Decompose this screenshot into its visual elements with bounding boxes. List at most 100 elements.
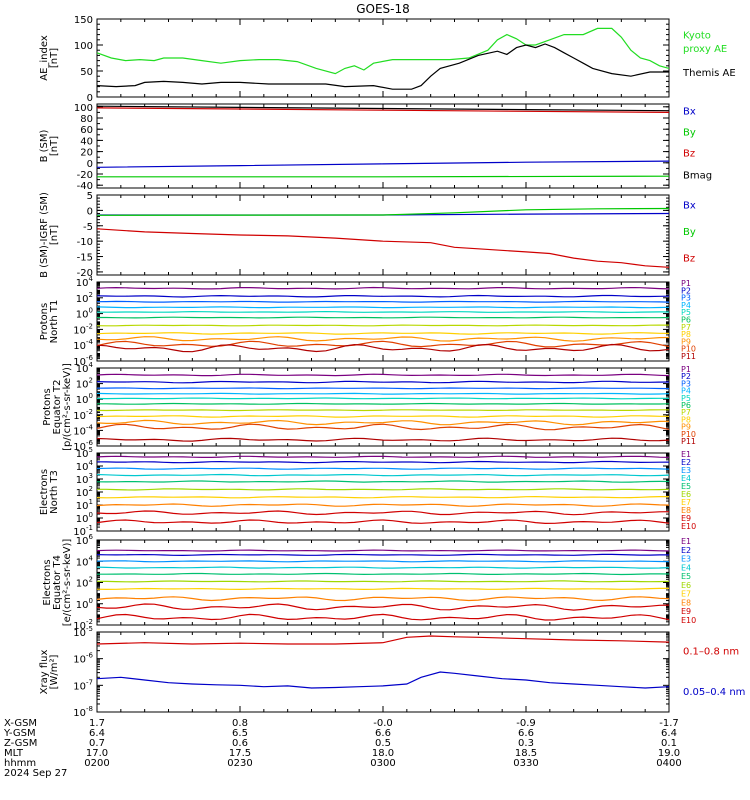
flux-line-p4: [96, 306, 670, 309]
footer-date: 2024 Sep 27: [4, 768, 67, 779]
footer-value: 0330: [513, 758, 538, 769]
channel-label: E10: [681, 522, 696, 531]
footer-value: 17.5: [229, 748, 251, 759]
channel-label: E7: [681, 498, 691, 507]
y-tick-label: 10-6: [73, 354, 93, 368]
footer-value: 0300: [370, 758, 395, 769]
footer-value: 18.0: [372, 748, 394, 759]
y-tick-label: 10-6: [73, 652, 93, 666]
y-tick-label: 102: [76, 291, 93, 305]
y-tick-label: 50: [80, 67, 93, 78]
flux-line-e6: [97, 488, 670, 491]
flux-line-p1: [96, 373, 670, 377]
series-line: [96, 107, 670, 113]
legend-label: Themis AE: [682, 68, 736, 79]
y-tick-label: -20: [77, 170, 93, 181]
y-tick-label: 10-4: [73, 423, 93, 437]
y-tick-label: 100: [76, 511, 93, 525]
footer-value: 6.5: [232, 728, 248, 739]
channel-label: P5: [681, 394, 691, 403]
y-tick-label: 104: [76, 361, 94, 375]
flux-line-e8: [96, 503, 670, 507]
y-tick-label: 10-2: [73, 408, 93, 422]
flux-line-e2: [96, 460, 670, 464]
y-axis-label: B (SM)-IGRF (SM): [39, 192, 50, 278]
series-line: [96, 105, 670, 112]
legend-label: 0.05–0.4 nm: [683, 687, 745, 698]
panel-ae: 0 50 100 150 AE_index [nT] Kyoto proxy AE Themis…: [39, 15, 736, 104]
y-tick-label: 102: [76, 377, 93, 391]
y-tick-label: 101: [76, 498, 93, 512]
flux-line-p8: [96, 332, 670, 335]
legend-label: proxy AE: [683, 44, 727, 55]
y-axis-label: B (SM): [39, 129, 50, 162]
channel-label: P3: [681, 294, 691, 303]
legend-label: Bz: [683, 149, 695, 160]
y-axis-label: Equator T2: [52, 380, 63, 435]
channel-label: P9: [681, 337, 691, 346]
channel-label: P7: [681, 408, 691, 417]
footer-value: 0200: [84, 758, 109, 769]
flux-line-e10: [96, 519, 670, 525]
y-tick-label: 10-2: [73, 618, 93, 632]
orbit-footer: X-GSMY-GSMZ-GSMMLThhmm1.76.40.717.002000…: [3, 718, 682, 779]
footer-value: 1.7: [89, 718, 105, 729]
footer-row-label: X-GSM: [4, 718, 37, 729]
y-axis-label: [nT]: [49, 136, 60, 156]
channel-label: E6: [681, 490, 691, 499]
channel-label: E3: [681, 466, 691, 475]
y-tick-label: 102: [76, 576, 93, 590]
y-axis-label: Protons: [42, 388, 53, 425]
y-axis-label: [e/(cm²-s-sr-keV)]: [62, 539, 73, 627]
channel-label: E2: [681, 458, 691, 467]
y-axis-label: [W/m²]: [49, 654, 60, 689]
series-line: [96, 160, 670, 168]
y-axis-label: North T3: [49, 470, 60, 514]
flux-line-e4: [96, 473, 670, 477]
panel-frame: [96, 539, 670, 626]
y-tick-label: -5: [83, 222, 93, 233]
panel-frame: [96, 103, 670, 189]
y-tick-label: 104: [76, 275, 94, 289]
series-line: [96, 43, 669, 90]
channel-label: P8: [681, 330, 691, 339]
channel-label: P10: [681, 430, 696, 439]
flux-line-p8: [96, 415, 670, 418]
y-tick-label: 102: [76, 485, 93, 499]
y-tick-label: -40: [77, 181, 93, 192]
channel-label: E6: [681, 581, 691, 590]
footer-value: -0.9: [516, 718, 536, 729]
footer-row-label: Z-GSM: [4, 738, 37, 749]
channel-label: E9: [681, 607, 691, 616]
channel-label: E5: [681, 482, 691, 491]
flux-line-p5: [96, 397, 670, 400]
flux-line-p4: [96, 392, 670, 395]
flux-line-p3: [96, 387, 670, 390]
channel-label: E1: [681, 450, 691, 459]
y-tick-label: 100: [74, 41, 93, 52]
footer-value: 6.6: [518, 728, 534, 739]
y-axis-label: [p/(cm²-s-sr-keV)]: [62, 363, 73, 451]
channel-label: P9: [681, 423, 691, 432]
channel-label: P1: [681, 365, 691, 374]
footer-value: 0.3: [518, 738, 534, 749]
footer-row-label: hhmm: [4, 758, 36, 769]
y-tick-label: 100: [74, 103, 93, 114]
channel-label: E2: [681, 546, 691, 555]
y-tick-label: 10-8: [73, 705, 93, 719]
legend-label: Bmag: [683, 171, 712, 182]
y-axis-label: North T1: [49, 300, 60, 344]
legend-label: By: [683, 128, 696, 139]
channel-label: P6: [681, 316, 691, 325]
y-tick-label: 100: [76, 392, 93, 406]
series-line: [96, 635, 670, 645]
y-tick-label: 103: [76, 472, 93, 486]
channel-label: P6: [681, 401, 691, 410]
legend-label: By: [683, 227, 696, 238]
panel-frame: [96, 452, 670, 532]
flux-line-p7: [96, 324, 669, 327]
